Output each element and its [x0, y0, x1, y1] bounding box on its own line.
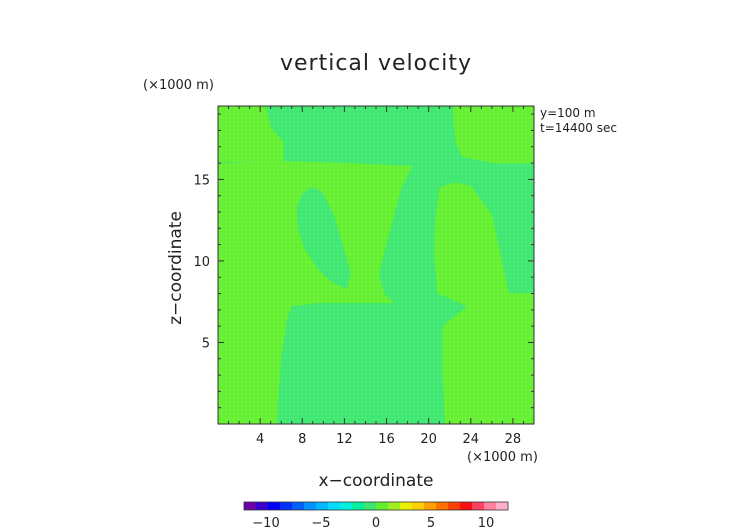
x-scale-note: (×1000 m): [467, 450, 538, 465]
y-tick-label: 15: [193, 173, 210, 188]
info-line-location: y=100 m: [540, 106, 596, 120]
colorbar-swatch: [328, 502, 341, 510]
plot-area: [217, 105, 535, 425]
x-axis: 4 8 12 16 20 24 28: [228, 106, 524, 447]
colorbar-swatch: [388, 502, 401, 510]
colorbar-tick-label: 0: [372, 516, 380, 531]
colorbar-swatch: [496, 502, 509, 510]
colorbar-tick-label: −5: [311, 516, 330, 531]
contour-region-inner-left-lobe-hole: [296, 187, 351, 289]
colorbar-tick-label: 5: [427, 516, 435, 531]
colorbar-swatch: [268, 502, 281, 510]
colorbar-swatch: [304, 502, 317, 510]
y-axis-label: z−coordinate: [166, 211, 186, 325]
colorbar-swatch: [376, 502, 389, 510]
y-scale-note: (×1000 m): [143, 78, 214, 93]
x-tick-label: 8: [298, 432, 306, 447]
colorbar-swatch: [280, 502, 293, 510]
colorbar-swatch: [448, 502, 461, 510]
colorbar: −10 −5 0 5 10: [243, 501, 509, 531]
colorbar-swatch: [364, 502, 377, 510]
colorbar-tick-label: 10: [478, 516, 495, 531]
colorbar-frame: [243, 501, 509, 511]
x-tick-label: 28: [505, 432, 522, 447]
colorbar-swatch: [316, 502, 329, 510]
info-line-time: t=14400 sec: [540, 121, 617, 135]
colorbar-swatch: [424, 502, 437, 510]
colorbar-tick-label: −10: [252, 516, 279, 531]
x-tick-label: 16: [378, 432, 395, 447]
y-tick-label: 10: [193, 255, 210, 270]
colorbar-swatch: [292, 502, 305, 510]
x-tick-label: 20: [420, 432, 437, 447]
colorbar-swatch: [460, 502, 473, 510]
colorbar-swatch: [352, 502, 365, 510]
chart-title: vertical velocity: [280, 51, 472, 76]
colorbar-swatch: [244, 502, 257, 510]
x-tick-label: 24: [463, 432, 480, 447]
x-tick-label: 4: [256, 432, 264, 447]
y-axis: 5 10 15: [193, 113, 534, 409]
contour-region-central-band-right-edge: [217, 161, 276, 301]
colorbar-swatch: [436, 502, 449, 510]
colorbar-swatch: [412, 502, 425, 510]
colorbar-swatch: [340, 502, 353, 510]
x-tick-label: 12: [336, 432, 353, 447]
colorbar-swatch: [484, 502, 497, 510]
x-axis-label: x−coordinate: [319, 471, 434, 491]
y-tick-label: 5: [202, 336, 210, 351]
colorbar-swatch: [400, 502, 413, 510]
colorbar-swatch: [256, 502, 269, 510]
colorbar-swatch: [472, 502, 485, 510]
